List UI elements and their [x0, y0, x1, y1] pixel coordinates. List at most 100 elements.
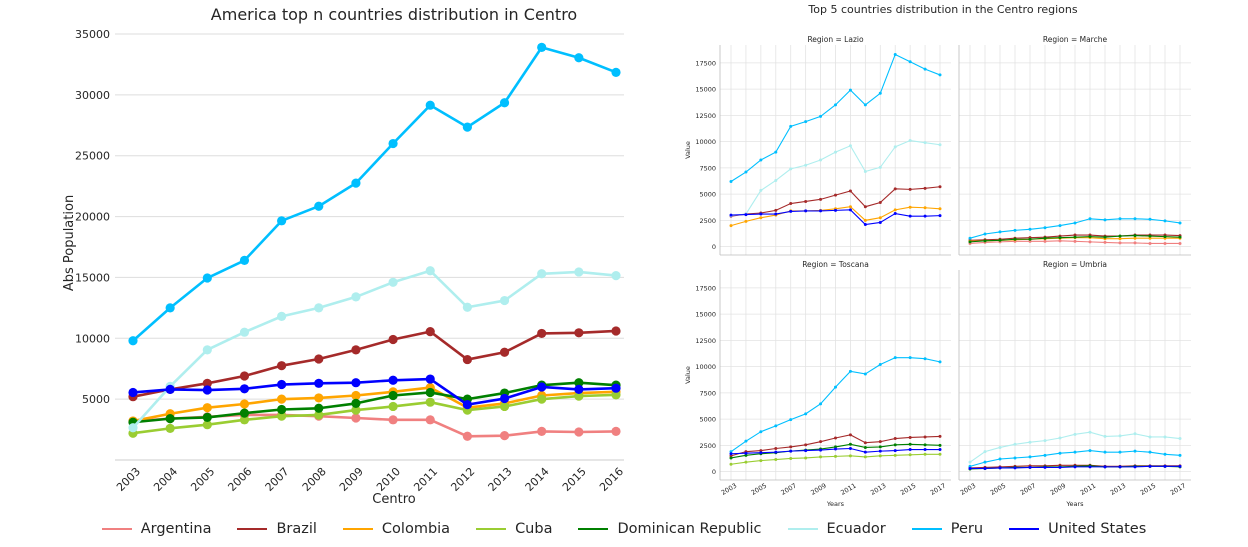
data-point: [462, 122, 472, 132]
data-point: [1013, 456, 1017, 460]
data-point: [1148, 241, 1152, 245]
main-chart-xlabel: Centro: [372, 492, 415, 507]
data-point: [729, 462, 733, 466]
data-point: [819, 209, 823, 213]
y-tick-label: 10000: [695, 138, 716, 146]
legend-swatch: [237, 528, 268, 530]
data-point: [128, 423, 138, 433]
data-point: [537, 42, 547, 52]
data-point: [878, 201, 882, 204]
data-point: [239, 384, 250, 394]
data-point: [923, 141, 927, 145]
data-point: [804, 163, 808, 167]
data-point: [834, 150, 837, 154]
data-point: [351, 178, 361, 188]
series-cuba: [729, 452, 942, 466]
legend-item-peru: Peru: [911, 516, 984, 542]
data-point: [277, 311, 287, 321]
data-point: [388, 334, 398, 345]
facet-region-toscana: Region = Toscana 0 2500 5000 7500 10000 12500 1…: [684, 260, 951, 508]
data-point: [1013, 228, 1017, 232]
data-point: [983, 466, 987, 470]
data-point: [878, 440, 882, 444]
x-tick-label: 2007: [780, 482, 798, 497]
data-point: [774, 447, 778, 450]
series-dominican-republic: [968, 234, 1182, 244]
facet-xlabel: Years: [826, 500, 845, 508]
data-point: [938, 448, 942, 452]
data-point: [729, 456, 733, 460]
data-point: [968, 460, 972, 464]
data-point: [1058, 451, 1062, 455]
series-ecuador: [729, 139, 942, 218]
data-point: [968, 240, 972, 244]
data-point: [863, 445, 867, 449]
x-tick-label: 2008: [300, 465, 329, 494]
data-point: [863, 218, 867, 222]
data-point: [759, 188, 763, 192]
data-point: [499, 393, 510, 404]
data-point: [893, 52, 897, 56]
data-point: [789, 209, 793, 213]
data-point: [388, 415, 398, 425]
data-point: [998, 466, 1002, 470]
data-point: [983, 232, 987, 236]
series-peru: [729, 52, 942, 183]
data-point: [314, 303, 324, 313]
data-point: [1058, 239, 1062, 243]
series-united-states: [729, 208, 942, 227]
data-point: [1103, 434, 1107, 438]
data-point: [202, 403, 212, 413]
data-point: [1073, 233, 1077, 237]
legend-label: Peru: [950, 521, 984, 537]
data-point: [729, 454, 733, 458]
legend-item-colombia: Colombia: [342, 516, 450, 542]
data-point: [834, 445, 837, 449]
data-point: [574, 391, 584, 401]
data-point: [834, 208, 837, 212]
data-point: [1178, 241, 1182, 245]
data-point: [202, 273, 212, 283]
data-point: [848, 208, 852, 212]
data-point: [938, 443, 942, 447]
data-point: [908, 356, 912, 360]
data-point: [388, 390, 398, 401]
x-tick-label: 2006: [225, 465, 254, 494]
data-point: [893, 453, 897, 457]
data-point: [923, 443, 927, 447]
data-point: [834, 454, 837, 458]
series-united-states: [128, 374, 621, 410]
main-chart-ylabel: Abs Population: [62, 195, 77, 291]
data-point: [938, 452, 942, 456]
x-tick-label: 2014: [523, 465, 552, 494]
data-point: [388, 277, 398, 287]
main-chart-series: [128, 42, 621, 441]
data-point: [425, 387, 435, 398]
data-point: [165, 303, 175, 313]
data-point: [834, 436, 837, 440]
facet-region-umbria: Region = Umbria 2003 2005 2007 2009 2011 2013 2…: [958, 260, 1191, 508]
data-point: [938, 207, 942, 211]
x-tick-label: 2007: [1019, 482, 1037, 497]
legend-item-dominican-republic: Dominican Republic: [578, 516, 762, 542]
x-tick-label: 2009: [337, 465, 366, 494]
data-point: [1013, 237, 1017, 241]
x-tick-label: 2016: [597, 465, 626, 494]
data-point: [789, 456, 793, 460]
data-point: [923, 357, 927, 361]
x-tick-label: 2003: [720, 482, 738, 497]
facet-ylabel: Value: [684, 366, 692, 384]
x-tick-label: 2015: [560, 465, 589, 494]
main-chart-xticks: 2003 2004 2005 2006 2007 2008 2009 2010 2011 2012…: [114, 465, 626, 494]
legend-swatch: [1009, 528, 1040, 530]
legend-item-cuba: Cuba: [476, 516, 552, 542]
data-point: [574, 328, 584, 338]
x-tick-label: 2003: [114, 465, 143, 494]
legend-swatch: [787, 528, 818, 530]
data-point: [923, 435, 927, 439]
data-point: [425, 374, 435, 384]
data-point: [611, 426, 621, 436]
data-point: [834, 103, 837, 107]
data-point: [804, 412, 808, 416]
data-point: [1178, 464, 1182, 468]
